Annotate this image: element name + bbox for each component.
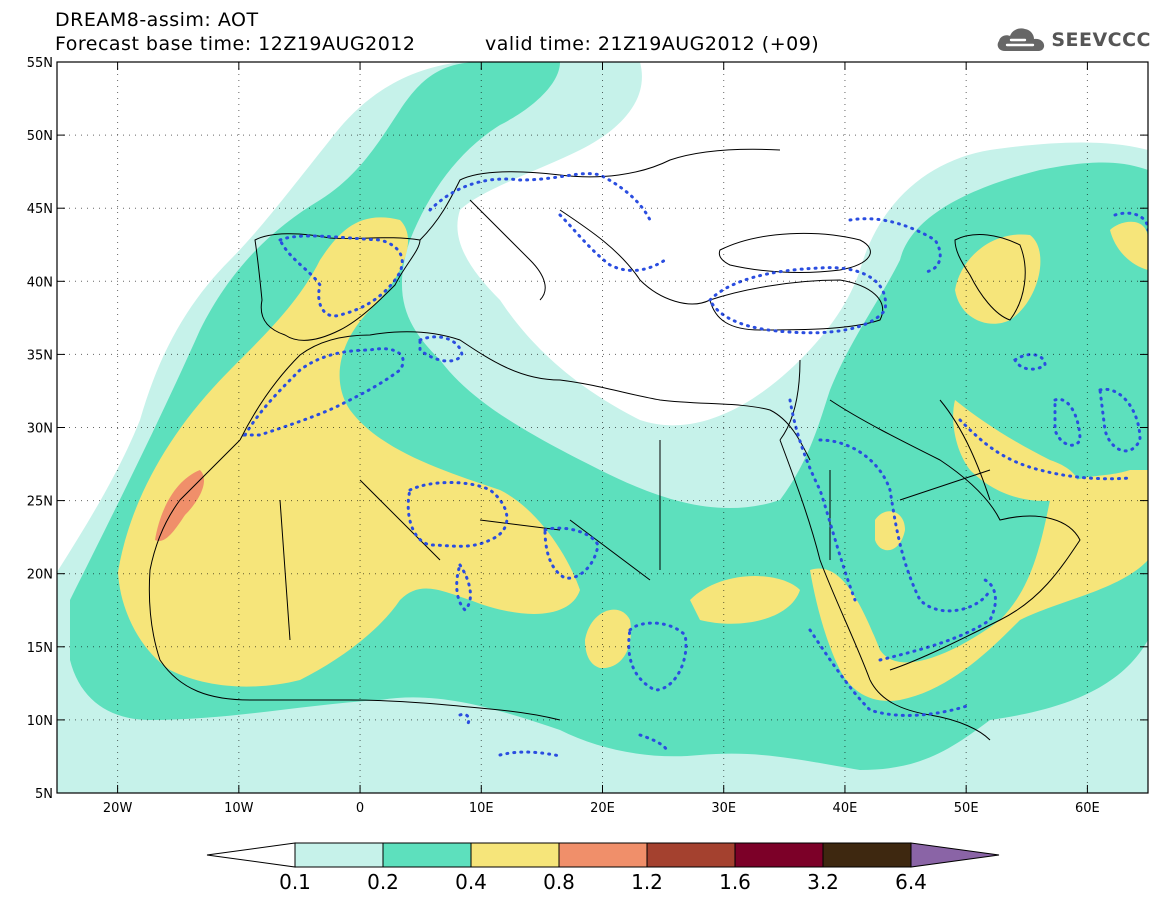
coast-gulf-of-guinea (349, 699, 561, 721)
colorbar-label-0: 0.1 (279, 870, 311, 894)
aot-band-0.4-east (1110, 221, 1148, 270)
map-axes: 20W 10W 0 10E 20E 30E 40E 50E 60E 55N 50N 45N 40N 35N… (27, 56, 1148, 816)
lon-label-1: 10W (224, 801, 254, 816)
colorbar: 0.1 0.2 0.4 0.8 1.2 1.6 3.2 6.4 (206, 842, 1000, 894)
colorbar-swatch-3 (470, 842, 560, 868)
colorbar-label-5: 1.6 (719, 870, 751, 894)
lat-label-7: 20N (27, 568, 53, 583)
valid-time: valid time: 21Z19AUG2012 (+09) (485, 33, 820, 55)
contour-iran (1053, 397, 1082, 447)
lon-label-4: 20E (590, 801, 615, 816)
colorbar-swatch-1 (294, 842, 384, 868)
base-time: Forecast base time: 12Z19AUG2012 (55, 33, 416, 55)
contour-red-sea (788, 398, 857, 602)
title-line-2: Forecast base time: 12Z19AUG2012 valid ti… (55, 33, 819, 55)
aot-band-0.4-arabia-spot (875, 511, 905, 551)
contour-sahel (638, 733, 670, 754)
aot-band-0.4-gulf (953, 400, 1079, 501)
logo-text: SEEVCCC (1051, 29, 1151, 51)
coast-balkans (559, 209, 711, 305)
coast-west-africa (148, 439, 350, 701)
contour-turkey (708, 266, 888, 335)
coast-caspian (954, 234, 1026, 321)
contour-iberia (277, 234, 404, 318)
lat-label-1: 50N (27, 129, 53, 144)
coastlines (148, 148, 1081, 741)
aot-band-0.4-chad (585, 609, 631, 669)
lon-label-6: 40E (833, 801, 858, 816)
coast-italy (469, 199, 546, 301)
lon-label-7: 50E (954, 801, 979, 816)
cloud-icon (997, 28, 1045, 51)
coast-gulf (939, 399, 991, 501)
colorbar-swatch-4 (558, 842, 648, 868)
border-sahara (279, 440, 991, 641)
contour-arabia (818, 438, 992, 613)
lon-label-0: 20W (103, 801, 133, 816)
coast-europe (419, 148, 781, 241)
colorbar-swatch-5 (646, 842, 736, 868)
contour-balkans (558, 213, 667, 272)
colorbar-label-4: 1.2 (631, 870, 663, 894)
aot-band-0.4-sudan (690, 576, 800, 624)
contour-libya (406, 481, 509, 548)
coast-red-sea (779, 439, 871, 681)
lon-label-2: 0 (356, 801, 364, 816)
contour-horn (808, 628, 972, 717)
lat-label-6: 25N (27, 495, 53, 510)
contour-iran-spot (1013, 353, 1047, 371)
aot-band-0.4-arabia (810, 470, 1148, 701)
dotted-contours (242, 172, 1148, 758)
lon-label-5: 30E (711, 801, 736, 816)
aot-field (57, 62, 1148, 793)
title-line-1: DREAM8-assim: AOT (55, 9, 259, 31)
colorbar-swatch-2 (382, 842, 472, 868)
contour-sudan (627, 621, 688, 692)
colorbar-label-3: 0.8 (543, 870, 575, 894)
coast-levant (779, 359, 801, 441)
contour-gulf-guinea (498, 750, 562, 758)
seevccc-logo: SEEVCCC (995, 22, 1151, 58)
lat-label-2: 45N (27, 202, 53, 217)
lon-label-8: 60E (1075, 801, 1100, 816)
lat-label-10: 5N (35, 787, 53, 802)
colorbar-arrow-low (206, 842, 296, 868)
lat-label-0: 55N (27, 56, 53, 71)
contour-kazakh (1113, 211, 1148, 232)
aot-band-0.4-west (118, 217, 580, 687)
colorbar-swatch-7 (822, 842, 912, 868)
contour-niger (455, 561, 472, 613)
colorbar-arrow-high (910, 842, 1000, 868)
coast-turkey (709, 279, 883, 331)
coast-north-africa (239, 331, 811, 461)
contour-sahel-2 (458, 712, 471, 728)
colorbar-swatch-6 (734, 842, 824, 868)
lat-label-8: 15N (27, 641, 53, 656)
colorbar-label-6: 3.2 (807, 870, 839, 894)
coast-arabia (829, 399, 1081, 671)
colorbar-label-2: 0.4 (455, 870, 487, 894)
lat-label-3: 40N (27, 275, 53, 290)
coast-iberia (254, 233, 421, 341)
lon-label-3: 10E (469, 801, 494, 816)
coast-black-sea (718, 232, 871, 273)
aot-band-0.4-caspian (955, 234, 1041, 324)
colorbar-label-1: 0.2 (367, 870, 399, 894)
contour-europe (428, 172, 652, 222)
contour-yemen (878, 578, 997, 662)
contour-chad (543, 526, 600, 580)
contour-iran-east (1098, 387, 1142, 453)
lat-label-5: 30N (27, 422, 53, 437)
lat-label-9: 10N (27, 714, 53, 729)
contour-algeria (418, 335, 464, 363)
lat-label-4: 35N (27, 348, 53, 363)
colorbar-label-7: 6.4 (895, 870, 927, 894)
